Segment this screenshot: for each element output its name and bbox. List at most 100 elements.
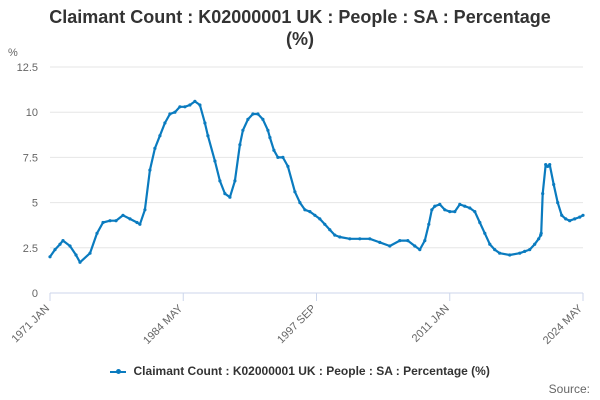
data-point (281, 155, 285, 159)
data-point (556, 201, 560, 205)
data-point (58, 242, 62, 246)
chart-title: Claimant Count : K02000001 UK : People :… (0, 6, 600, 50)
data-point (493, 248, 497, 252)
chart-title-line-1: Claimant Count : K02000001 UK : People :… (49, 7, 551, 27)
data-point (433, 204, 437, 208)
data-point (138, 222, 142, 226)
data-point (272, 148, 276, 152)
data-point (251, 112, 255, 116)
data-point (518, 251, 522, 255)
data-point (74, 253, 78, 257)
data-point (528, 248, 532, 252)
data-point (533, 242, 537, 246)
data-point (121, 213, 125, 217)
data-point (218, 179, 222, 183)
data-point (61, 239, 65, 243)
legend-line-marker-icon (110, 367, 127, 377)
data-point (163, 121, 167, 125)
x-tick-label: 2011 JAN (410, 303, 452, 345)
data-point (438, 202, 442, 206)
data-point (293, 190, 297, 194)
data-point (193, 99, 197, 103)
data-point (135, 220, 139, 225)
data-point (168, 112, 172, 116)
data-point (276, 155, 280, 159)
data-point (498, 251, 502, 255)
x-tick-label: 1984 MAY (141, 302, 186, 347)
source-label: Source: (548, 382, 590, 396)
data-point (578, 215, 582, 219)
data-point (203, 121, 207, 125)
data-point (548, 163, 552, 167)
data-point (206, 134, 210, 138)
data-point (463, 204, 467, 208)
data-point (308, 210, 312, 214)
series-line (49, 100, 584, 264)
data-point (573, 217, 577, 221)
data-point (541, 192, 545, 196)
data-point (348, 237, 352, 241)
data-point (388, 244, 392, 248)
data-point (398, 239, 402, 243)
data-point (95, 231, 99, 235)
y-tick-label: 7.5 (23, 152, 38, 164)
data-point (78, 260, 82, 264)
data-point (128, 217, 132, 221)
data-point (539, 231, 543, 235)
data-point (333, 233, 337, 237)
data-point (143, 208, 147, 212)
data-point (108, 219, 112, 223)
data-point (198, 103, 202, 107)
data-point (523, 249, 527, 253)
y-tick-label: 0 (32, 288, 38, 300)
data-point (458, 202, 462, 206)
data-point (88, 251, 92, 255)
data-point (261, 117, 265, 121)
data-point (323, 222, 327, 226)
y-tick-label: 10 (26, 107, 38, 119)
data-point (368, 237, 372, 241)
data-point (338, 235, 342, 239)
data-point (448, 210, 452, 214)
data-point (443, 208, 447, 212)
data-point (406, 239, 410, 243)
x-tick-label: 1997 SEP (275, 303, 319, 347)
data-point (213, 159, 217, 163)
data-point (358, 237, 362, 241)
data-point (313, 213, 317, 217)
data-point (238, 143, 242, 147)
chart-legend[interactable]: Claimant Count : K02000001 UK : People :… (0, 364, 600, 378)
y-tick-label: 2.5 (23, 243, 38, 255)
data-point (418, 248, 422, 252)
data-point (256, 112, 260, 116)
data-point (483, 231, 487, 235)
data-point (378, 240, 382, 244)
data-point (552, 182, 556, 187)
data-point (53, 248, 57, 252)
data-point (564, 217, 568, 221)
data-point (473, 210, 477, 214)
data-point (223, 192, 227, 196)
data-point (228, 195, 232, 199)
data-point (48, 255, 52, 259)
data-point (68, 244, 72, 248)
data-point (427, 222, 431, 226)
data-point (423, 239, 427, 243)
data-point (488, 242, 492, 246)
data-point (478, 220, 482, 225)
chart-title-line-2: (%) (286, 29, 314, 49)
data-point (241, 128, 245, 132)
data-point (101, 220, 105, 225)
data-point (328, 228, 332, 232)
data-point (153, 146, 157, 150)
y-tick-label: 5 (32, 198, 38, 210)
data-point (581, 213, 585, 217)
data-point (537, 237, 541, 241)
data-point (318, 217, 322, 221)
data-point (508, 253, 512, 257)
data-point (268, 135, 272, 140)
data-point (246, 117, 250, 121)
data-point (303, 208, 307, 212)
